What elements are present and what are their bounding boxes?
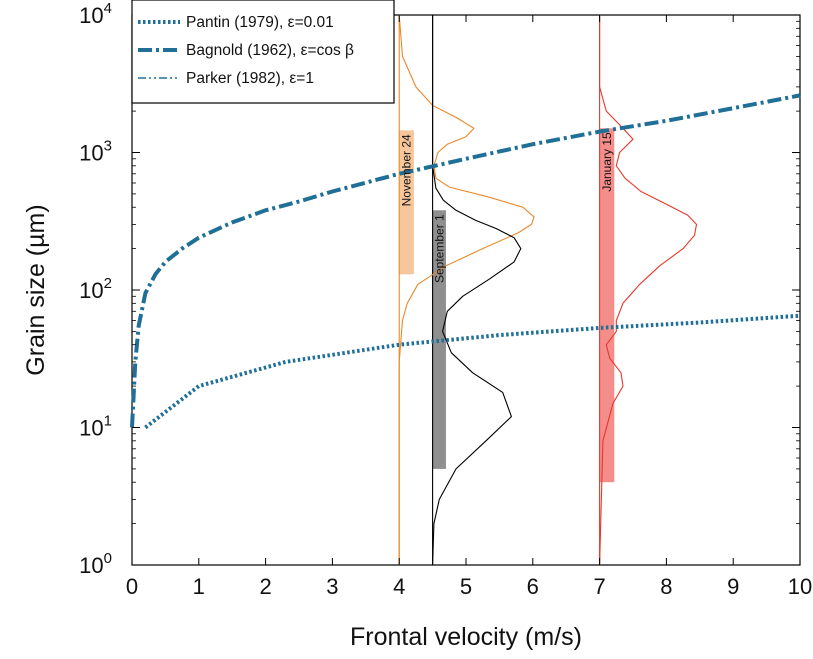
band-november-24	[399, 130, 414, 275]
legend: Pantin (1979), ε=0.01 Bagnold (1962), ε=…	[131, 0, 395, 104]
y-tick-label: 100	[79, 550, 112, 578]
x-tick-label: 10	[788, 574, 812, 599]
band-september-1	[432, 210, 446, 469]
y-tick-label: 102	[79, 275, 112, 303]
x-axis-title: Frontal velocity (m/s)	[350, 623, 582, 651]
x-axis-ticks: 0 1 2 3 4 5 6 7 8 9 10	[126, 15, 812, 599]
y-axis-title: Grain size (µm)	[22, 204, 50, 375]
event-labels: November 24 September 1 January 15	[400, 132, 614, 283]
x-tick-label: 6	[527, 574, 539, 599]
x-tick-label: 4	[393, 574, 405, 599]
distribution-january-15	[599, 15, 698, 566]
x-tick-label: 9	[727, 574, 739, 599]
distribution-november-24	[398, 14, 535, 565]
legend-entry-parker: Parker (1982), ε=1	[186, 70, 314, 87]
y-tick-label: 103	[79, 138, 112, 166]
legend-entry-pantin: Pantin (1979), ε=0.01	[186, 14, 334, 31]
event-label-november-24: November 24	[400, 134, 414, 206]
model-curves	[130, 93, 801, 430]
x-tick-label: 8	[660, 574, 672, 599]
x-tick-label: 2	[259, 574, 271, 599]
event-label-september-1: September 1	[432, 214, 446, 283]
series-bagnold-1962-cos	[130, 93, 801, 428]
event-baselines	[398, 15, 601, 565]
x-tick-label: 7	[593, 574, 605, 599]
distribution-september-1	[432, 15, 522, 566]
legend-entry-bagnold: Bagnold (1962), ε=cos β	[186, 42, 354, 59]
band-january-15	[599, 128, 615, 483]
y-tick-label: 104	[79, 0, 112, 28]
series-pantin-1979-0-01	[144, 313, 801, 430]
distribution-curves	[398, 14, 698, 566]
x-tick-label: 5	[460, 574, 472, 599]
x-tick-label: 1	[193, 574, 205, 599]
x-tick-label: 3	[326, 574, 338, 599]
x-tick-label: 0	[126, 574, 138, 599]
event-label-january-15: January 15	[600, 132, 614, 192]
event-bands	[399, 128, 615, 483]
y-tick-label: 101	[79, 413, 112, 441]
